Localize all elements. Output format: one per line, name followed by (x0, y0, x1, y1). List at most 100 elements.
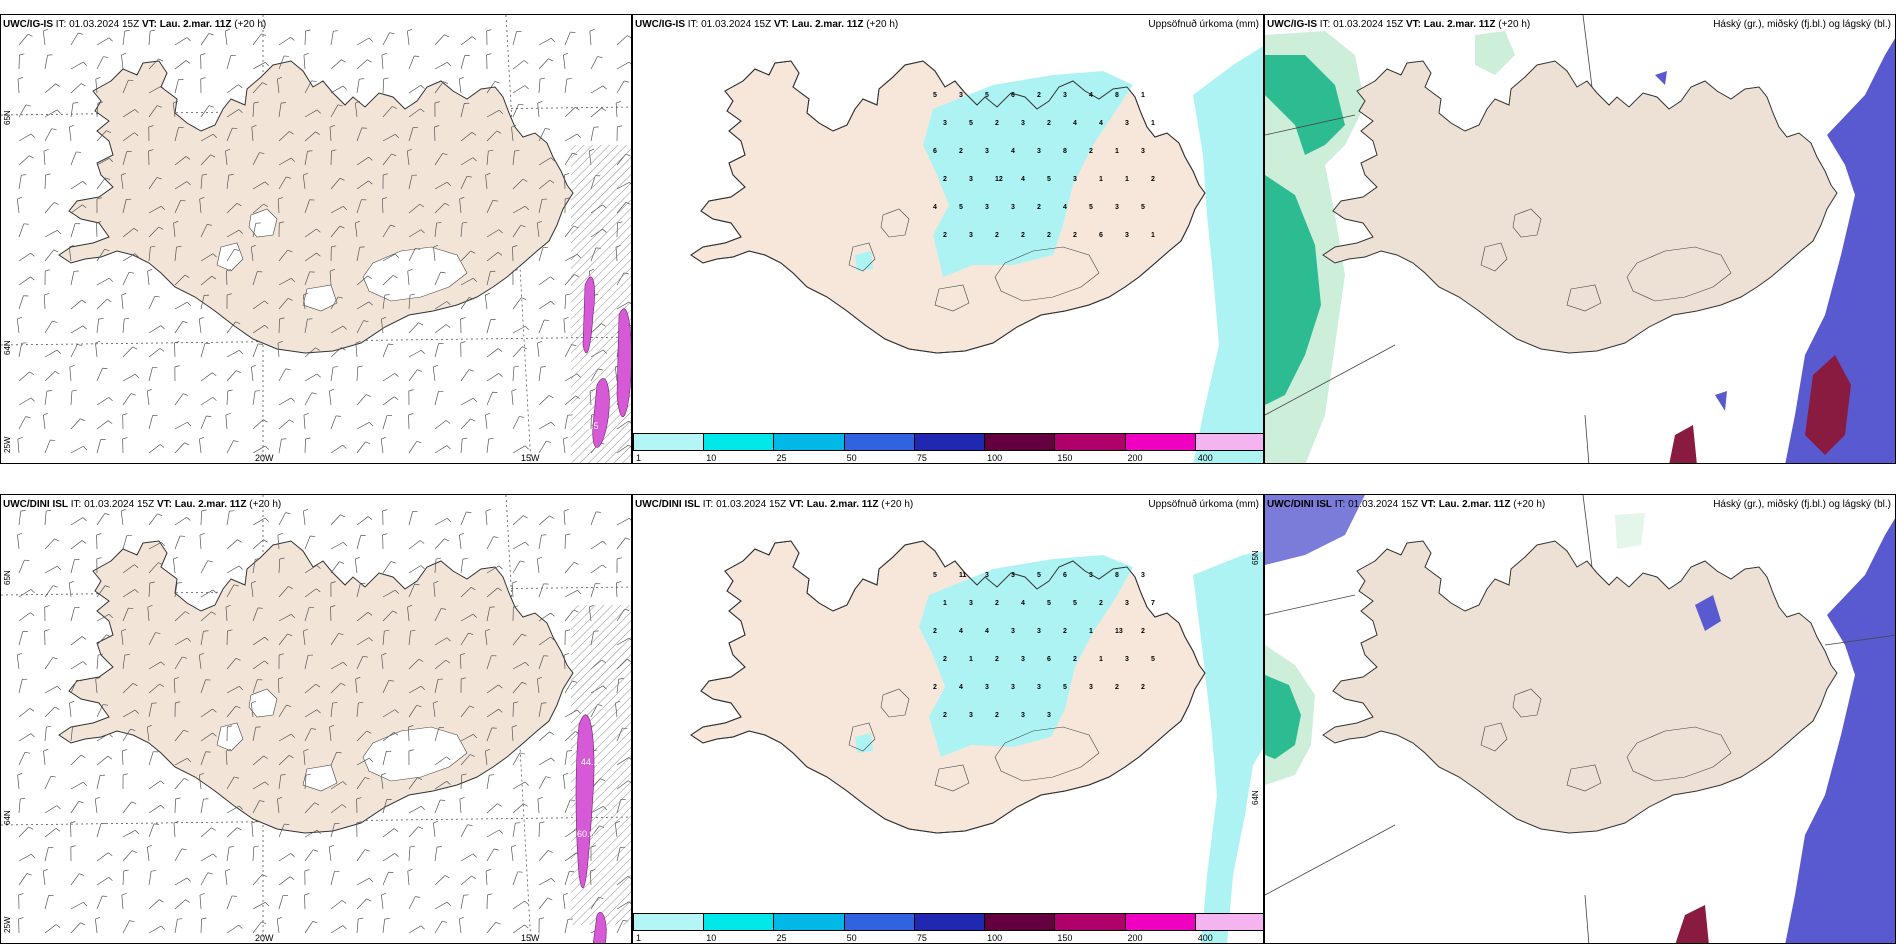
colorbar-tick-label: 100 (987, 453, 1003, 463)
colorbar-tick-label: 10 (706, 453, 717, 463)
lat-label-64n: 64N (3, 810, 12, 825)
precip-value-label: 8 (1063, 148, 1067, 155)
precip-value-label: 1 (1125, 176, 1129, 183)
colorbar-tick-label: 75 (916, 933, 927, 943)
precip-value-label: 3 (1063, 92, 1067, 99)
precip-value-label: 5 (1047, 176, 1051, 183)
precip-value-label: 5 (1151, 656, 1155, 663)
lon-label-20w: 20W (255, 453, 274, 463)
precip-value-label: 1 (969, 656, 973, 663)
precip-value-label: 2 (1099, 600, 1103, 607)
precip-value-label: 3 (1037, 628, 1041, 635)
precip-value-label: 3 (1011, 628, 1015, 635)
precip-value-label: 4 (1089, 92, 1093, 99)
lon-label-20w: 20W (255, 933, 274, 943)
precip-value-label: 2 (995, 232, 999, 239)
colorbar-segment: 200 (1124, 433, 1195, 463)
precip-value-label: 2 (1141, 684, 1145, 691)
precip-value-label: 3 (1047, 712, 1051, 719)
wind-map-svg (1, 15, 631, 463)
precip-value-label: 2 (1089, 148, 1093, 155)
precip-value-label: 3 (1141, 148, 1145, 155)
precip-value-label: 6 (1047, 656, 1051, 663)
precip-map-svg: 5 11 3 3 5 6 3 8 31 3 2 4 5 5 2 3 72 4 4 3 3 2 1 13 22 1 2 3 6 2 1 3 52 4… (690, 540, 1263, 943)
colorbar-tick-label: 400 (1197, 453, 1213, 463)
precip-value-label: 3 (943, 120, 947, 127)
lat-label-65n: 65N (3, 570, 12, 585)
precip-value-label: 1 (1099, 656, 1103, 663)
lon-label-15w: 15W (521, 933, 540, 943)
precip-value-label: 5 (933, 572, 937, 579)
colorbar-tick-label: 200 (1127, 453, 1143, 463)
precip-value-label: 2 (1037, 204, 1041, 211)
precip-value-label: 3 (969, 176, 973, 183)
colorbar-tick-label: 50 (846, 453, 857, 463)
precip-value-label: 3 (1073, 176, 1077, 183)
precip-value-label: 3 (1011, 684, 1015, 691)
precip-value-label: 4 (985, 628, 989, 635)
colorbar-tick-label: 400 (1197, 933, 1213, 943)
precip-value-label: 4 (1021, 600, 1025, 607)
precip-value-label: 3 (1115, 204, 1119, 211)
precip-value-label: 5 (1063, 684, 1067, 691)
panel-title: UWC/DINI ISL IT: 01.03.2024 15Z VT: Lau.… (1267, 499, 1546, 510)
precip-value-label: 3 (985, 572, 989, 579)
precip-value-label: 11 (959, 572, 967, 579)
wind-map-svg (1, 495, 631, 943)
precip-value-label: 5 (933, 92, 937, 99)
precip-value-label: 5 (1089, 204, 1093, 211)
precip-value-label: 3 (1089, 684, 1093, 691)
precip-value-label: 8 (1115, 92, 1119, 99)
precip-value-label: 6 (1011, 92, 1015, 99)
precip-value-label: 4 (933, 204, 937, 211)
precip-value-label: 6 (1063, 572, 1067, 579)
precip-value-label: 13 (1115, 628, 1123, 635)
precip-value-label: 6 (933, 148, 937, 155)
panel-title: UWC/IG-IS IT: 01.03.2024 15Z VT: Lau. 2.… (3, 19, 267, 30)
precip-value-label: 4 (1073, 120, 1077, 127)
colorbar-segment: 100 (984, 913, 1055, 943)
precip-value-label: 4 (1021, 176, 1025, 183)
colorbar-segment: 75 (913, 913, 985, 943)
cloud-map-panel-ig: UWC/IG-IS IT: 01.03.2024 15Z VT: Lau. 2.… (1264, 14, 1896, 464)
precip-value-label: 5 (985, 92, 989, 99)
colorbar-segment: 1 (633, 433, 704, 463)
colorbar-tick-label: 150 (1057, 933, 1073, 943)
precip-value-label: 8 (1115, 572, 1119, 579)
precip-value-label: 3 (1037, 148, 1041, 155)
precip-title: Uppsöfnuð úrkoma (mm) (1148, 19, 1259, 30)
lat-label-25w: 25W (3, 436, 12, 453)
precip-value-label: 4 (959, 628, 963, 635)
precip-value-label: 1 (1141, 92, 1145, 99)
cloud-map-panel-dini: UWC/DINI ISL IT: 01.03.2024 15Z VT: Lau.… (1264, 494, 1896, 944)
colorbar-segment: 150 (1054, 433, 1125, 463)
cloud-map-svg (1265, 15, 1895, 463)
precip-value-label: 3 (1011, 204, 1015, 211)
precip-value-label: 3 (959, 92, 963, 99)
precip-value-label: 4 (1063, 204, 1067, 211)
precip-value-label: 2 (943, 712, 947, 719)
lon-label-15w: 15W (521, 453, 540, 463)
colorbar-tick-label: 1 (636, 453, 642, 463)
precip-value-label: 2 (1141, 628, 1145, 635)
colorbar-tick-label: 10 (706, 933, 717, 943)
precip-value-label: 3 (1021, 120, 1025, 127)
precip-value-label: 2 (995, 600, 999, 607)
precip-value-label: 3 (1125, 600, 1129, 607)
precip-value-label: 3 (985, 148, 989, 155)
colorbar-segment: 25 (773, 913, 844, 943)
colorbar-tick-label: 25 (776, 933, 787, 943)
precip-value-label: 3 (1125, 232, 1129, 239)
precip-value-label: 2 (943, 232, 947, 239)
cloud-title: Háský (gr.), miðský (fj.bl.) og lágský (… (1713, 499, 1891, 510)
colorbar-segment: 50 (843, 913, 914, 943)
precip-value-label: 5 (1047, 600, 1051, 607)
precip-value-label: 3 (1037, 684, 1041, 691)
precip-value-label: 3 (1021, 656, 1025, 663)
colorbar-tick-label: 100 (987, 933, 1003, 943)
precip-value-label: 2 (1073, 656, 1077, 663)
precip-value-label: 2 (1115, 684, 1119, 691)
colorbar-segment: 400 (1194, 433, 1263, 463)
precip-value-label: 2 (1021, 232, 1025, 239)
precip-map-panel-ig: 5 3 5 6 2 3 4 8 1 3 5 2 3 2 4 4 3 1 6 2 3 4 3 8 2 1 3 2 3 12 4 5 3 1 1 2 4 5 3… (632, 14, 1264, 464)
